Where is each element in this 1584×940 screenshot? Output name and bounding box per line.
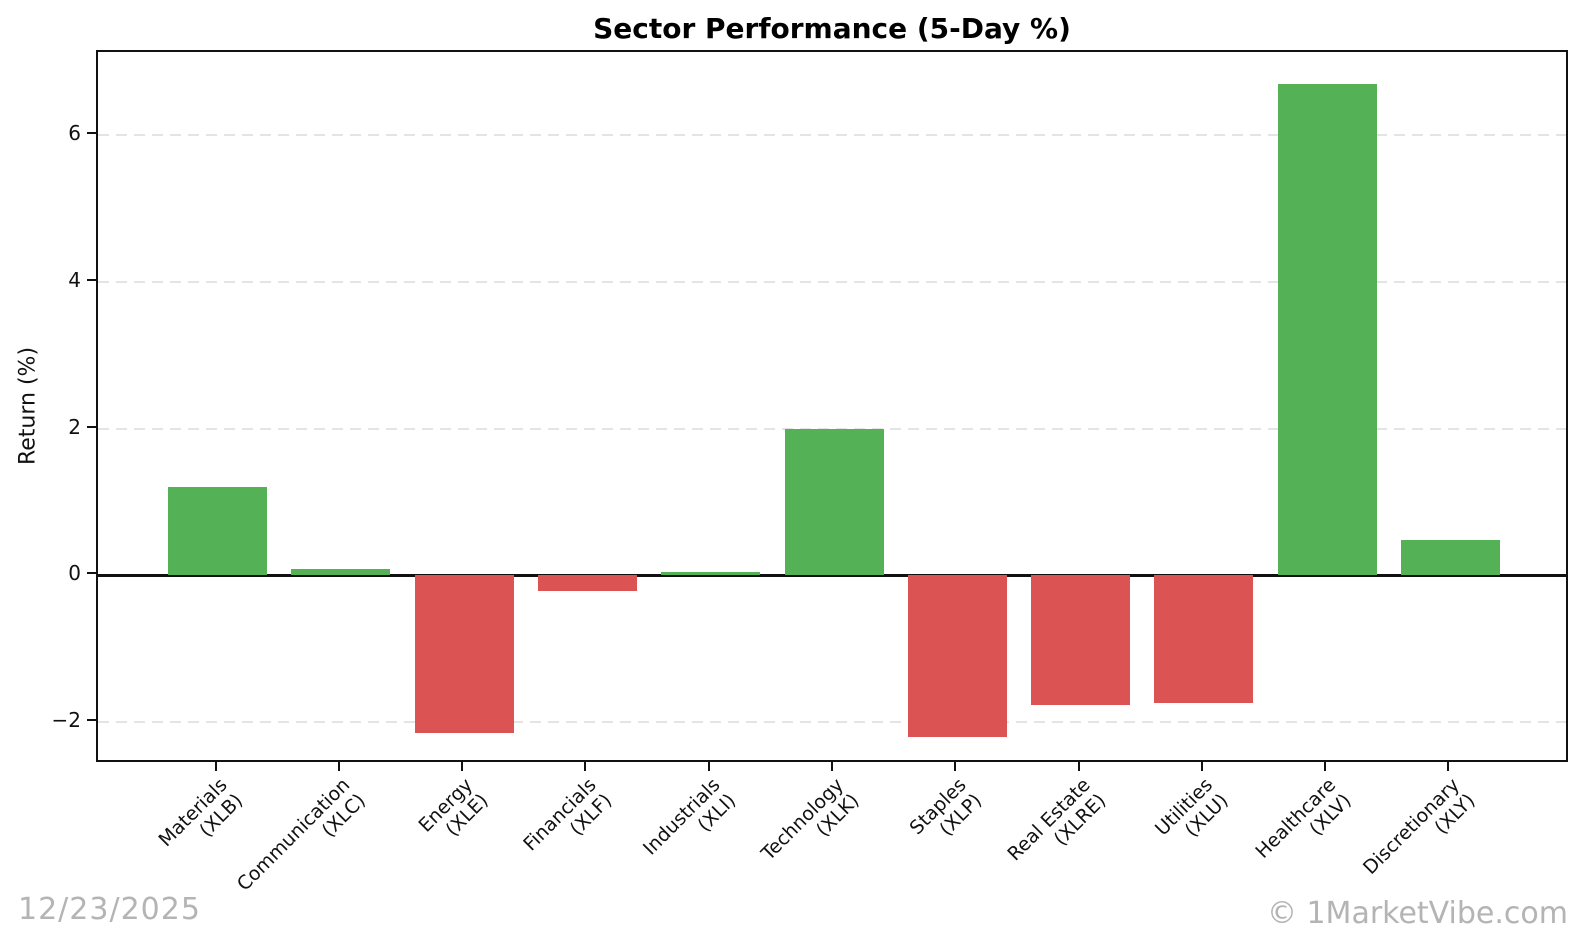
y-tick-mark (87, 278, 96, 281)
bar-healthcare (1278, 83, 1377, 576)
x-tick-mark (461, 762, 463, 771)
x-tick-mark (215, 762, 217, 771)
bar-technology (785, 428, 884, 576)
gridline-y-2 (98, 721, 1566, 724)
x-tick-label-text: Communication (XLC) (233, 774, 371, 896)
watermark: © 1MarketVibe.com (1266, 896, 1568, 931)
y-tick-label-4: 4 (68, 267, 81, 292)
x-tick-mark (1201, 762, 1203, 771)
x-tick-label-text: Financials (XLF) (519, 774, 617, 856)
x-tick-mark (1078, 762, 1080, 771)
x-tick-label-text: Staples (XLP) (905, 774, 987, 841)
x-tick-label-text: Real Estate (XLRE) (1003, 774, 1111, 866)
bar-discretionary (1401, 540, 1500, 576)
y-tick-mark (87, 425, 96, 428)
x-tick-mark (1324, 762, 1326, 771)
x-tick-mark (1447, 762, 1449, 771)
y-tick-label-2: 2 (68, 414, 81, 439)
bar-communication (291, 569, 390, 576)
x-tick-label-text: Materials (XLB) (154, 774, 248, 852)
y-axis-title: Return (%) (15, 346, 41, 466)
x-tick-mark (338, 762, 340, 771)
x-tick-label-text: Healthcare (XLV) (1251, 774, 1357, 863)
x-tick-mark (708, 762, 710, 771)
zero-line (98, 573, 1566, 577)
bar-financials (538, 575, 637, 591)
gridline-y4 (98, 280, 1566, 283)
chart-title: Sector Performance (5-Day %) (593, 12, 1071, 45)
bar-staples (908, 575, 1007, 737)
date-stamp: 12/23/2025 (18, 892, 201, 927)
x-tick-mark (831, 762, 833, 771)
bar-energy (415, 575, 514, 734)
y-tick-label-0: 0 (68, 561, 81, 586)
bar-utilities (1154, 575, 1253, 704)
x-tick-label-text: Discretionary (XLY) (1358, 774, 1480, 879)
y-tick-label--2: −2 (51, 708, 81, 733)
x-tick-mark (954, 762, 956, 771)
gridline-y6 (98, 133, 1566, 136)
plot-area (96, 50, 1568, 762)
x-tick-label-text: Energy (XLE) (414, 774, 494, 842)
x-tick-label-text: Utilities (XLU) (1151, 774, 1234, 842)
y-tick-mark (87, 719, 96, 722)
y-tick-label-6: 6 (68, 120, 81, 145)
y-tick-mark (87, 572, 96, 575)
bar-real-estate (1031, 575, 1130, 705)
bar-industrials (661, 571, 760, 576)
x-tick-label-text: Industrials (XLI) (638, 774, 741, 860)
x-tick-mark (584, 762, 586, 771)
bar-materials (168, 487, 267, 576)
y-tick-mark (87, 131, 96, 134)
x-tick-label-text: Technology (XLK) (756, 774, 864, 865)
